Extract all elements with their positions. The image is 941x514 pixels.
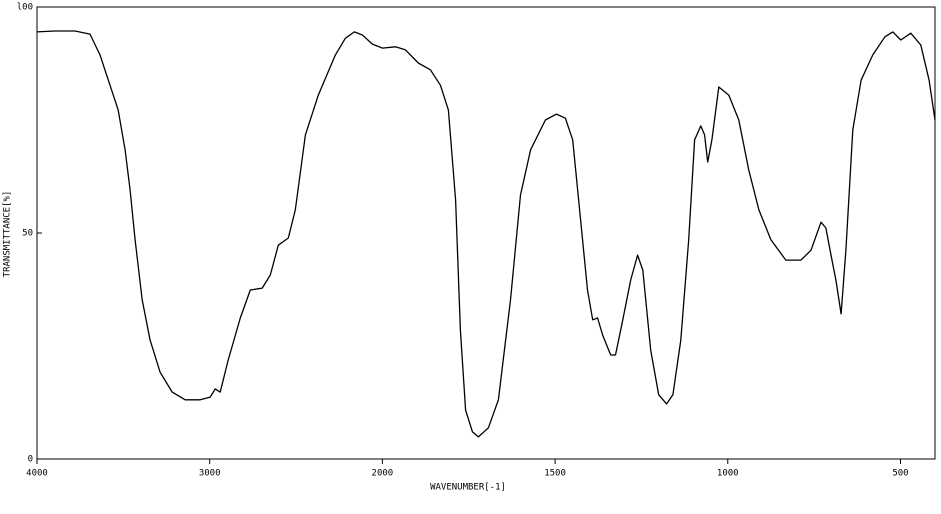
x-tick-label: 2000 — [372, 469, 394, 479]
x-tick-label: 4000 — [26, 469, 48, 479]
x-tick-label: 3000 — [199, 469, 221, 479]
y-axis-label: TRANSMITTANCE[%] — [3, 191, 13, 278]
x-axis-label: WAVENUMBER[-1] — [430, 483, 506, 493]
x-tick-label: 1500 — [544, 469, 566, 479]
x-tick-label: 1000 — [717, 469, 739, 479]
x-tick-label: 500 — [892, 469, 908, 479]
spectrum-line — [36, 30, 936, 438]
y-tick-label: 0 — [28, 455, 33, 465]
y-tick-label: l00 — [17, 3, 33, 13]
y-tick-label: 50 — [22, 229, 33, 239]
